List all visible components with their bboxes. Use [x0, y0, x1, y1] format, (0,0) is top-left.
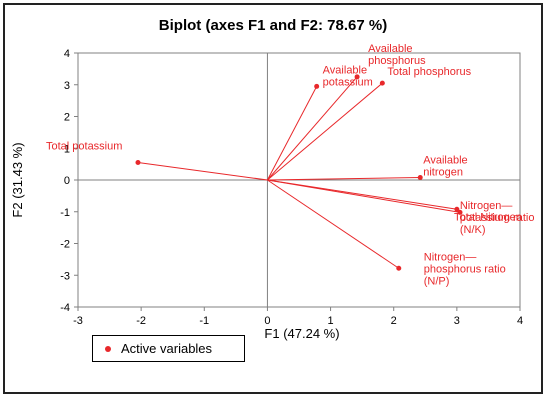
legend-marker: [105, 345, 111, 352]
y-tick-label: -2: [60, 239, 70, 251]
y-tick-label: -1: [60, 207, 70, 219]
variable-label: Available: [323, 64, 367, 76]
variable-vector: [267, 176, 421, 181]
variable-label: Nitrogen—: [424, 251, 477, 263]
y-tick-label: 1: [64, 143, 70, 155]
variable-vector: [267, 82, 383, 181]
variable-vector: [267, 76, 358, 181]
x-tick-label: -3: [73, 315, 83, 327]
variable-label: Total phosphorus: [387, 66, 471, 78]
variable-vector: [267, 179, 461, 213]
x-tick-label: 1: [328, 315, 334, 327]
y-tick-label: -4: [60, 302, 70, 314]
y-tick-label: 4: [64, 48, 70, 60]
y-axis-title: F2 (31.43 %): [10, 142, 25, 217]
variable-vector: [267, 179, 400, 269]
variable-point: [454, 206, 460, 212]
variable-vector: [266, 86, 318, 181]
x-tick-label: -2: [136, 315, 146, 327]
variable-point: [457, 209, 463, 215]
variable-vector: [137, 162, 268, 181]
variable-label: (N/K): [460, 224, 486, 236]
labels-layer: Total potassiumAvailablepotassiumAvailab…: [46, 43, 534, 287]
x-tick-label: -1: [199, 315, 209, 327]
x-tick-label: 0: [264, 315, 270, 327]
variable-label: phosphorus ratio: [424, 263, 506, 275]
variable-point: [354, 74, 360, 80]
legend: Active variables: [92, 335, 245, 362]
variable-label: Nitrogen—: [460, 200, 513, 212]
variable-point: [135, 160, 141, 166]
variable-label: Total Nitrogen: [454, 211, 522, 223]
y-tick-label: 3: [64, 80, 70, 92]
variable-label: potassium ratio: [460, 212, 535, 224]
variable-label: Total potassium: [46, 141, 122, 153]
chart-frame: Biplot (axes F1 and F2: 78.67 %) -3 -2 -1 0…: [3, 3, 543, 394]
y-tick-label: 0: [64, 175, 70, 187]
y-tick-label: -3: [60, 270, 70, 282]
legend-label: Active variables: [121, 341, 213, 356]
variable-point: [396, 265, 402, 271]
biplot-chart: Biplot (axes F1 and F2: 78.67 %) -3 -2 -1 0…: [10, 17, 534, 341]
vectors-layer: [137, 76, 461, 269]
x-tick-label: 3: [454, 315, 460, 327]
chart-title: Biplot (axes F1 and F2: 78.67 %): [159, 17, 387, 34]
variable-label: potassium: [323, 76, 373, 88]
x-tick-label: 4: [517, 315, 523, 327]
points-layer: [135, 74, 463, 271]
variable-label: Available: [368, 43, 412, 55]
variable-point: [417, 174, 423, 180]
variable-label: Available: [423, 154, 467, 166]
x-axis-title: F1 (47.24 %): [264, 326, 339, 341]
variable-label: phosphorus: [368, 55, 426, 67]
variable-label: nitrogen: [423, 166, 463, 178]
y-tick-label: 2: [64, 112, 70, 124]
x-tick-label: 2: [391, 315, 397, 327]
variable-point: [379, 80, 385, 86]
variable-label: (N/P): [424, 275, 450, 287]
variable-point: [314, 83, 320, 89]
